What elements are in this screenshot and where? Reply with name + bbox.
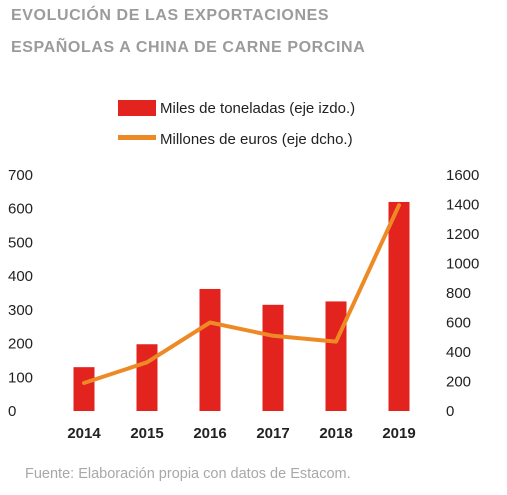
- line-series-millones-euros: [82, 203, 401, 385]
- legend-item-bars: Miles de toneladas (eje izdo.): [118, 100, 355, 117]
- bar-2019: [388, 201, 410, 411]
- y-right-tick-label: 1400: [446, 197, 479, 214]
- source-note: Fuente: Elaboración propia con datos de …: [25, 466, 351, 482]
- x-tick-label-2019: 2019: [382, 425, 415, 442]
- bar-2018: [325, 301, 347, 411]
- y-left-tick-label: 600: [8, 201, 33, 218]
- y-left-tick-label: 400: [8, 268, 33, 285]
- legend-item-line: Millones de euros (eje dcho.): [118, 131, 353, 148]
- legend-label-line: Millones de euros (eje dcho.): [160, 131, 353, 148]
- y-right-tick-label: 1000: [446, 256, 479, 273]
- legend-swatch-line: [118, 135, 156, 140]
- y-right-tick-label: 1200: [446, 226, 479, 243]
- y-right-tick-label: 1600: [446, 167, 479, 184]
- y-left-tick-label: 200: [8, 336, 33, 353]
- chart-title-line-2: ESPAÑOLAS A CHINA DE CARNE PORCINA: [11, 39, 366, 56]
- x-tick-label-2017: 2017: [256, 425, 289, 442]
- legend-swatch-bar: [118, 100, 156, 116]
- bar-2015: [136, 344, 158, 411]
- bar-2016: [199, 288, 221, 411]
- chart-plot: 0 100 200 300 400 500 600 700 0 200 400 600 800 1000 1…: [8, 167, 479, 442]
- y-left-tick-label: 100: [8, 369, 33, 386]
- y-right-tick-label: 0: [446, 403, 454, 420]
- y-right-tick-label: 600: [446, 315, 471, 332]
- chart-title-line-1: EVOLUCIÓN DE LAS EXPORTACIONES: [11, 7, 330, 24]
- y-left-tick-label: 700: [8, 167, 33, 184]
- x-tick-label-2016: 2016: [193, 425, 226, 442]
- y-left-tick-label: 500: [8, 234, 33, 251]
- y-left-tick-label: 0: [8, 403, 16, 420]
- y-right-tick-label: 200: [446, 374, 471, 391]
- y-right-tick-label: 800: [446, 285, 471, 302]
- y-left-tick-label: 300: [8, 302, 33, 319]
- x-tick-label-2018: 2018: [319, 425, 352, 442]
- legend-label-bars: Miles de toneladas (eje izdo.): [160, 100, 356, 117]
- y-right-tick-label: 400: [446, 344, 471, 361]
- bar-2014: [73, 367, 95, 411]
- x-tick-label-2014: 2014: [67, 425, 101, 442]
- x-tick-label-2015: 2015: [130, 425, 163, 442]
- bar-2017: [262, 304, 284, 411]
